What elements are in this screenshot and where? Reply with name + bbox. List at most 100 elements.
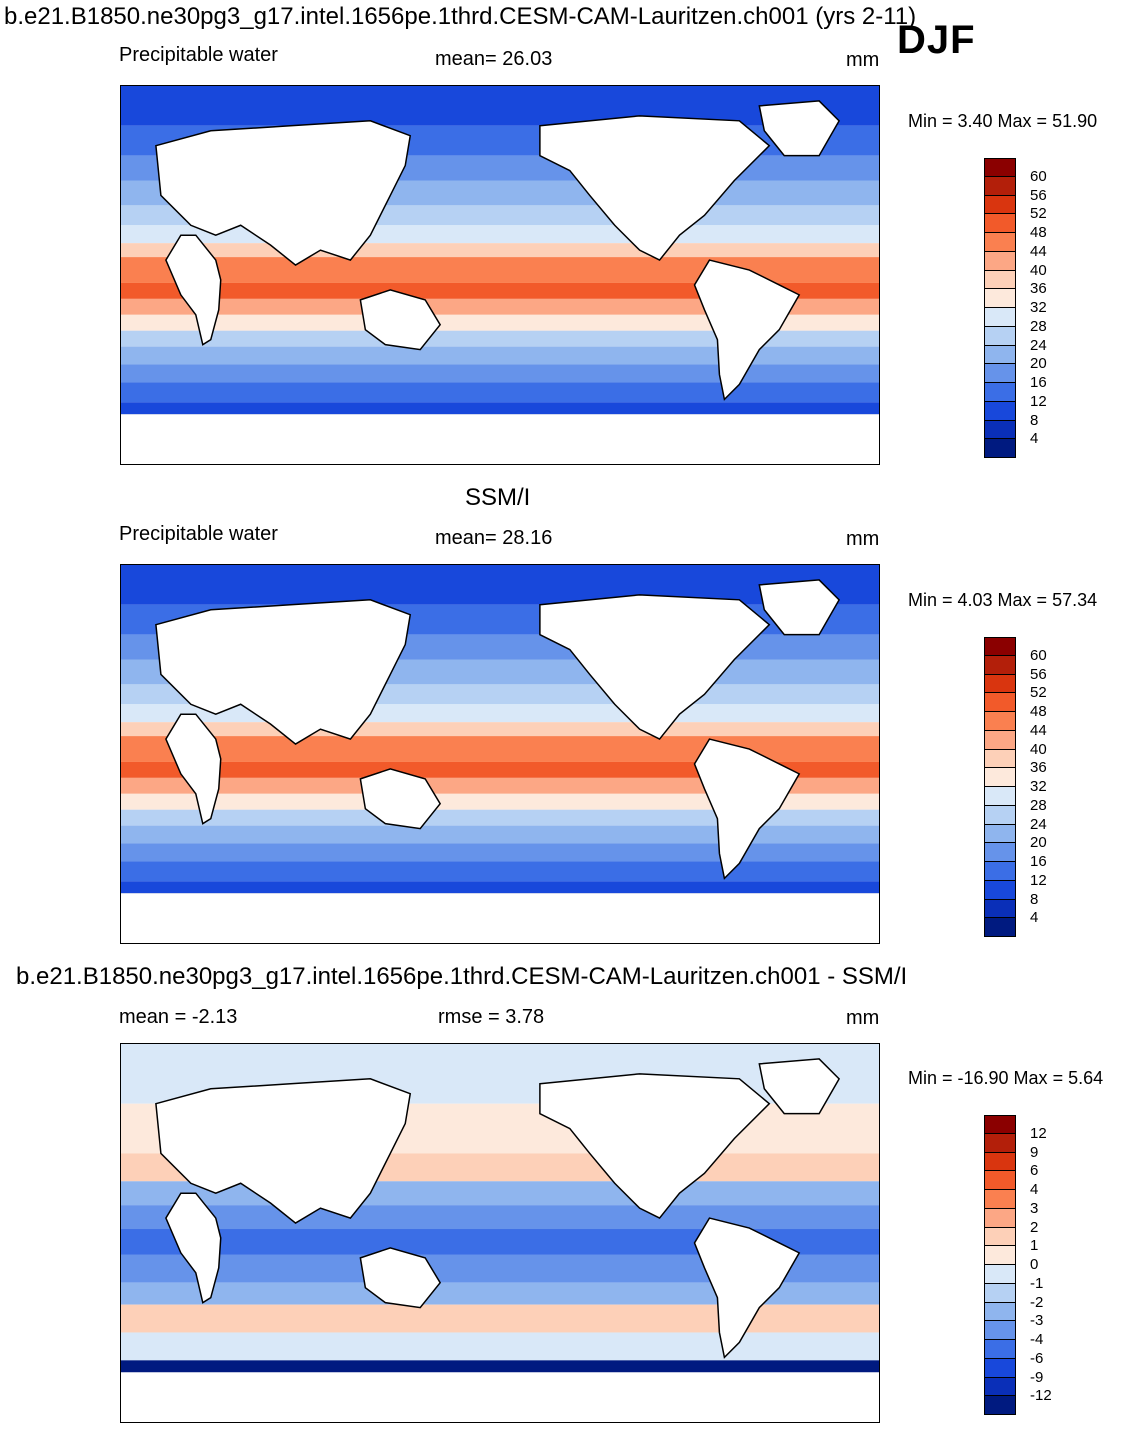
panel-1-variable-label: Precipitable water: [119, 44, 278, 66]
colorbar-tick-label: -2: [1030, 1293, 1044, 1311]
panel-1-colorbar: [984, 158, 1016, 458]
ocean-value-band: [121, 722, 879, 737]
continent-outline: [758, 579, 841, 636]
colorbar-swatch: [985, 1283, 1015, 1303]
colorbar-swatch: [985, 843, 1015, 862]
colorbar-swatch: [985, 862, 1015, 881]
ocean-value-band: [121, 86, 879, 126]
antarctica-mask: [121, 1372, 879, 1422]
colorbar-tick-label: 12: [1030, 871, 1047, 889]
colorbar-swatch: [985, 420, 1015, 440]
continent-outline: [758, 1058, 841, 1115]
colorbar-swatch: [985, 308, 1015, 327]
colorbar-swatch: [985, 383, 1015, 402]
colorbar-tick-label: 40: [1030, 740, 1047, 758]
colorbar-tick-label: 28: [1030, 317, 1047, 335]
ocean-value-band: [121, 402, 879, 415]
colorbar-tick-label: -1: [1030, 1274, 1044, 1292]
panel-1-units-label: mm: [846, 49, 880, 71]
continent-outline: [155, 120, 412, 266]
continent-outline: [693, 738, 801, 880]
colorbar-tick-label: 20: [1030, 834, 1047, 852]
colorbar-tick-label: -6: [1030, 1349, 1044, 1367]
colorbar-swatch: [985, 1208, 1015, 1228]
colorbar-swatch: [985, 749, 1015, 769]
colorbar-swatch: [985, 1358, 1015, 1378]
colorbar-swatch: [985, 1227, 1015, 1247]
colorbar-swatch: [985, 195, 1015, 215]
panel-2-colorbar: [984, 637, 1016, 937]
colorbar-swatch: [985, 1321, 1015, 1340]
colorbar-tick-label: 44: [1030, 721, 1047, 739]
season-label: DJF: [897, 18, 976, 62]
colorbar-tick-label: 52: [1030, 205, 1047, 223]
colorbar-tick-label: 32: [1030, 778, 1047, 795]
continent-outline: [165, 234, 222, 346]
panel-1-minmax: Min = 3.40 Max = 51.90: [908, 111, 1098, 131]
colorbar-tick-label: -4: [1030, 1331, 1044, 1348]
ocean-value-band: [121, 793, 879, 810]
continent-outline: [165, 1192, 222, 1304]
colorbar-tick-label: 1: [1030, 1237, 1039, 1255]
colorbar-tick-label: 28: [1030, 796, 1047, 814]
colorbar-swatch: [985, 176, 1015, 196]
panel-2-map: [120, 564, 880, 944]
continent-outline: [693, 259, 801, 401]
panel-3-title: b.e21.B1850.ne30pg3_g17.intel.1656pe.1th…: [16, 963, 908, 990]
colorbar-tick-label: 56: [1030, 665, 1047, 683]
colorbar-tick-label: 48: [1030, 224, 1047, 241]
panel-3-rmse-label: rmse = 3.78: [438, 1006, 545, 1028]
ocean-value-band: [121, 777, 879, 794]
colorbar-swatch: [985, 1190, 1015, 1209]
colorbar-swatch: [985, 880, 1015, 900]
ocean-value-band: [121, 1332, 879, 1361]
colorbar-swatch: [985, 1396, 1015, 1415]
antarctica-mask: [121, 414, 879, 464]
continent-outline: [155, 1078, 412, 1224]
continent-outline: [359, 1247, 442, 1309]
colorbar-tick-label: 36: [1030, 759, 1047, 777]
colorbar-swatch: [985, 439, 1015, 458]
colorbar-tick-label: 8: [1030, 890, 1039, 908]
colorbar-swatch: [985, 805, 1015, 825]
panel-1-mean-label: mean= 26.03: [435, 48, 553, 70]
continent-outline: [165, 713, 222, 825]
colorbar-swatch: [985, 899, 1015, 919]
panel-2-title: SSM/I: [465, 484, 531, 511]
colorbar-tick-label: 56: [1030, 186, 1047, 204]
ocean-value-band: [121, 346, 879, 365]
colorbar-swatch: [985, 730, 1015, 750]
colorbar-swatch: [985, 1115, 1015, 1134]
figure-title: b.e21.B1850.ne30pg3_g17.intel.1656pe.1th…: [4, 3, 917, 30]
colorbar-swatch: [985, 1377, 1015, 1397]
ocean-value-band: [121, 881, 879, 894]
colorbar-swatch: [985, 289, 1015, 308]
colorbar-tick-label: 12: [1030, 1124, 1047, 1142]
panel-2-mean-label: mean= 28.16: [435, 527, 553, 549]
colorbar-tick-label: 9: [1030, 1143, 1039, 1161]
colorbar-tick-label: 20: [1030, 355, 1047, 373]
colorbar-tick-label: 0: [1030, 1256, 1039, 1273]
ocean-value-band: [121, 1205, 879, 1230]
colorbar-swatch: [985, 214, 1015, 233]
colorbar-tick-label: 6: [1030, 1162, 1039, 1180]
continent-outline: [539, 115, 771, 262]
ocean-value-band: [121, 382, 879, 403]
ocean-value-band: [121, 1282, 879, 1305]
ocean-value-band: [121, 298, 879, 315]
colorbar-tick-label: 4: [1030, 909, 1039, 927]
colorbar-swatch: [985, 158, 1015, 177]
panel-2-minmax: Min = 4.03 Max = 57.34: [908, 590, 1098, 610]
colorbar-swatch: [985, 712, 1015, 731]
panel-3-mean-label: mean = -2.13: [119, 1006, 238, 1028]
colorbar-swatch: [985, 1246, 1015, 1265]
colorbar-tick-label: 12: [1030, 392, 1047, 410]
colorbar-swatch: [985, 1152, 1015, 1172]
ocean-value-band: [121, 1304, 879, 1333]
ocean-value-band: [121, 565, 879, 605]
ocean-value-band: [121, 364, 879, 383]
ocean-value-band: [121, 330, 879, 347]
colorbar-swatch: [985, 270, 1015, 290]
colorbar-tick-label: 36: [1030, 280, 1047, 298]
colorbar-tick-label: 2: [1030, 1218, 1039, 1236]
